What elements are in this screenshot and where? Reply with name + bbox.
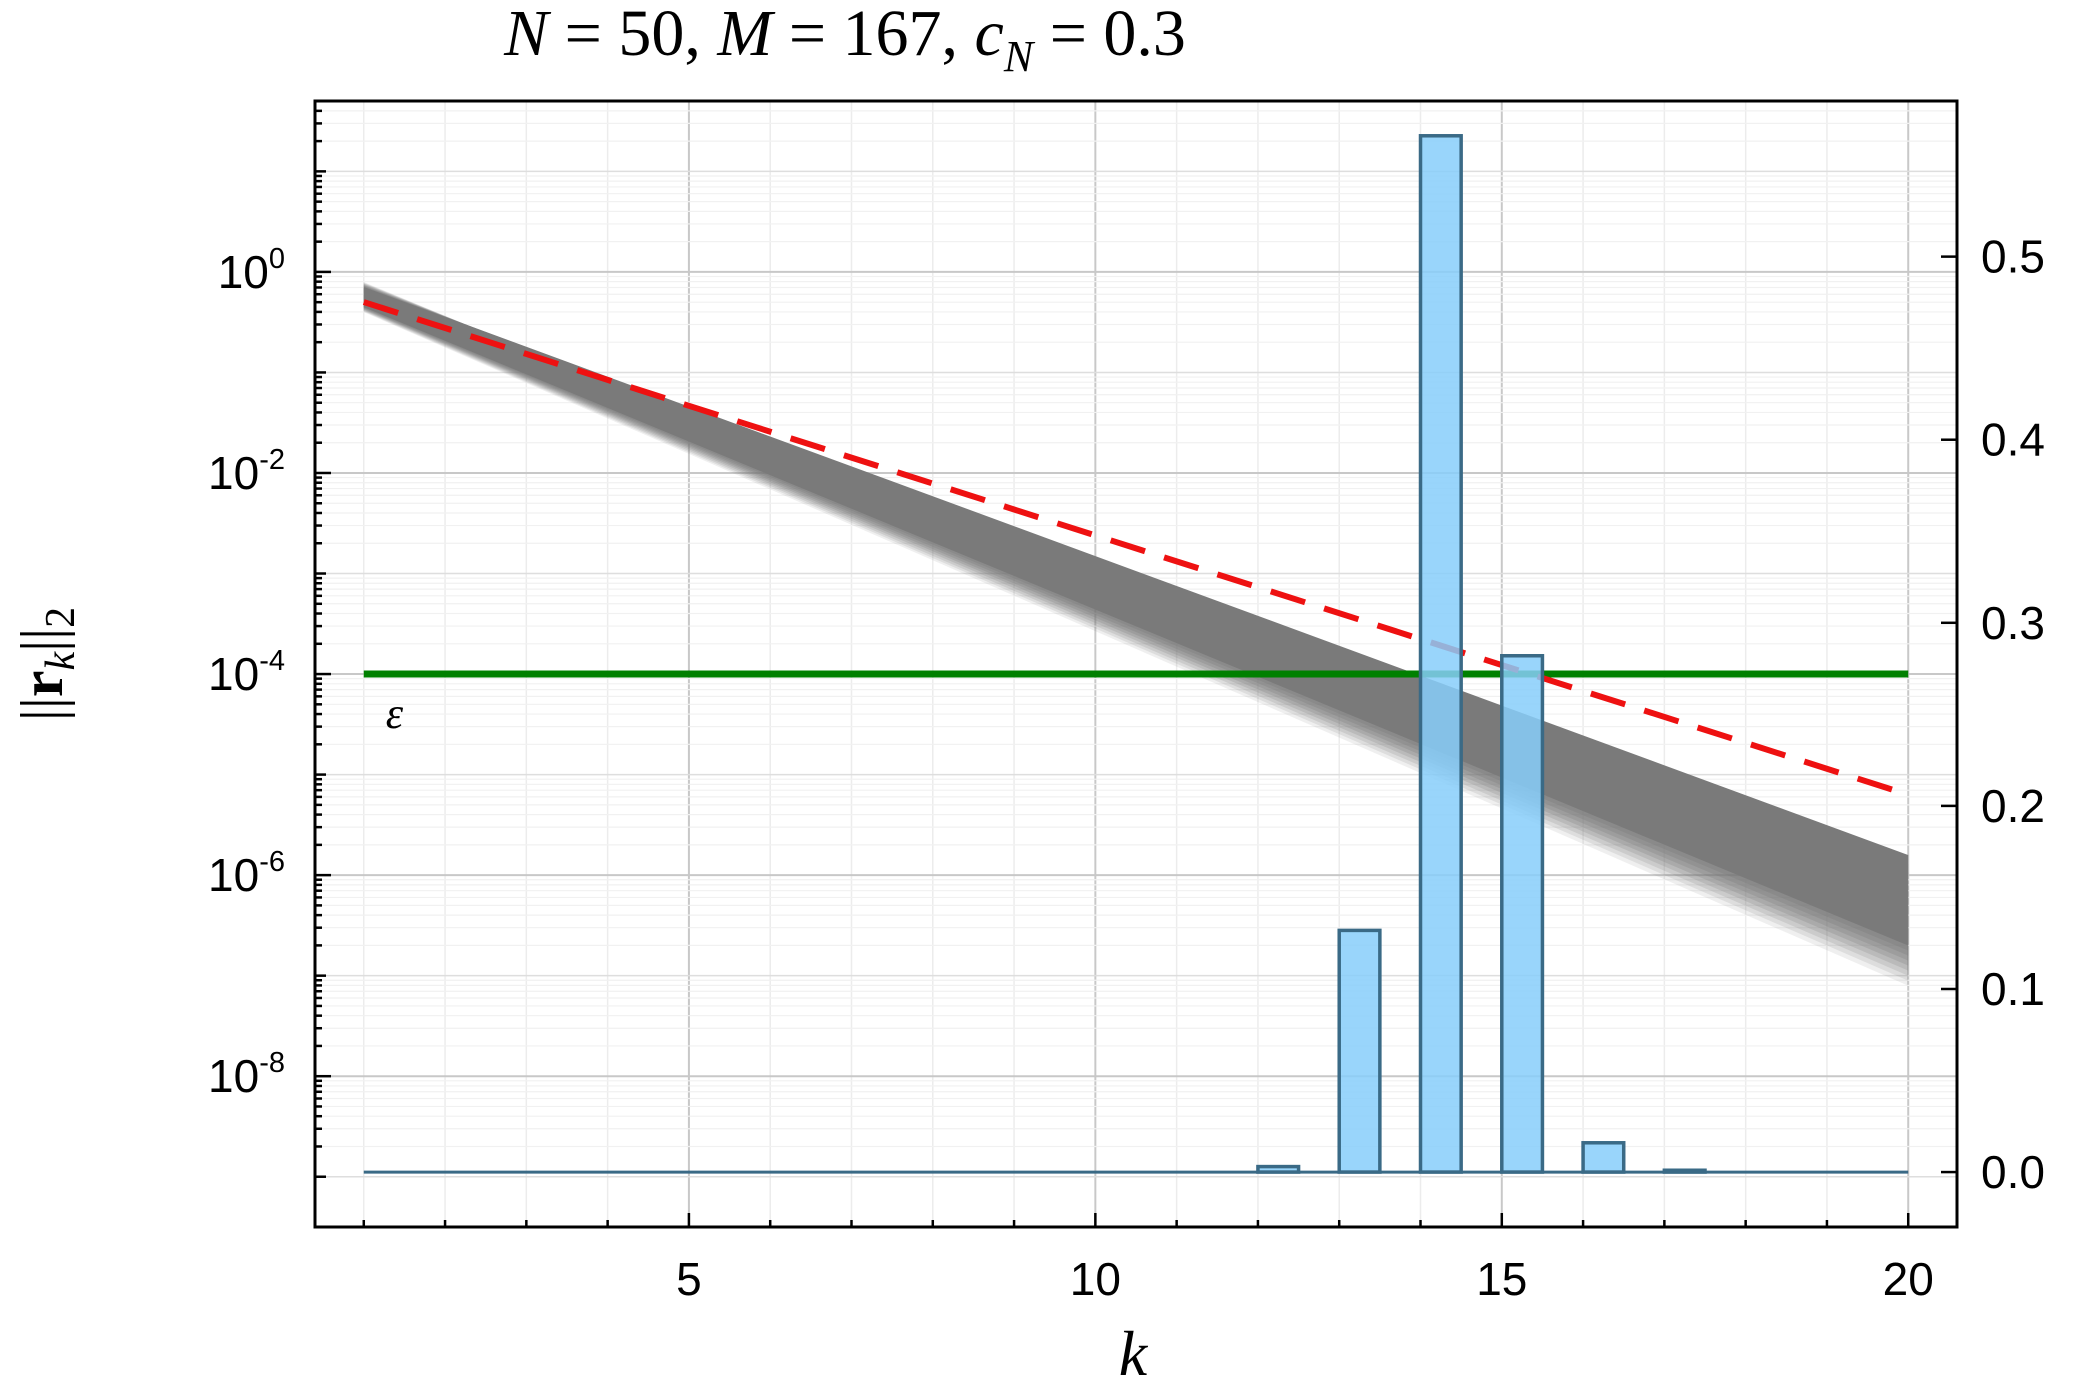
y-right-tick-label: 0.2 <box>1981 780 2045 832</box>
series-layer: ε <box>362 299 1910 798</box>
plot-background <box>315 101 1957 1227</box>
y-right-tick-label: 0.3 <box>1981 597 2045 649</box>
x-axis-label: k <box>1119 1318 1149 1389</box>
chart-title: N = 50, M = 167, cN = 0.3 <box>503 0 1186 81</box>
y-left-tick-label: 10-6 <box>208 846 285 901</box>
x-tick-label: 15 <box>1476 1253 1527 1305</box>
histogram-bar <box>1581 1141 1626 1174</box>
y-right-tick-label: 0.5 <box>1981 231 2045 283</box>
ticks: 5 10 15 20 100 10-2 10-4 10-6 10-8 0.0 0.1 0.2 0.3 0.… <box>208 99 2045 1305</box>
threshold-label: ε <box>386 689 404 738</box>
histogram-bar <box>1337 928 1382 1174</box>
y-axis-label: ||rk||2 <box>9 607 84 721</box>
y-left-tick-label: 10-2 <box>208 444 285 499</box>
y-right-tick-label: 0.0 <box>1981 1146 2045 1198</box>
histogram-bar <box>1256 1164 1301 1174</box>
y-left-tick-label: 10-8 <box>208 1047 285 1102</box>
bound-line <box>362 299 1910 798</box>
histogram-bar <box>1662 1168 1707 1174</box>
x-tick-label: 20 <box>1883 1253 1934 1305</box>
histogram-bar <box>1418 134 1463 1174</box>
y-right-tick-label: 0.4 <box>1981 414 2045 466</box>
y-right-tick-label: 0.1 <box>1981 963 2045 1015</box>
plot-area: ε 5 10 15 20 100 10-2 10-4 10-6 10-8 0.0 0.1 0.2 0.3… <box>208 99 2045 1305</box>
y-left-tick-label: 10-4 <box>208 645 285 700</box>
y-left-tick-label: 100 <box>218 243 285 298</box>
plot-frame <box>313 99 1959 1229</box>
histogram-bar <box>1500 654 1545 1174</box>
x-tick-label: 5 <box>676 1253 702 1305</box>
x-tick-label: 10 <box>1070 1253 1121 1305</box>
histogram <box>363 134 1909 1174</box>
